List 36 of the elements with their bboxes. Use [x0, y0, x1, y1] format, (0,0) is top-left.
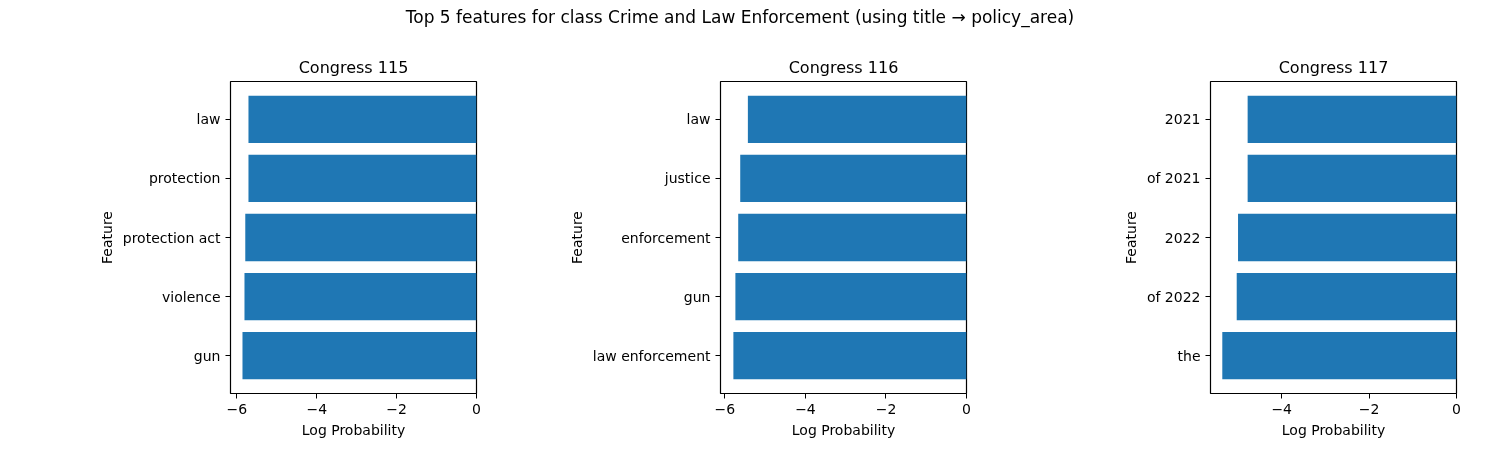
y-axis-title: Feature	[568, 211, 585, 264]
y-tick-label: gun	[683, 288, 711, 305]
x-tick-label: 0	[962, 400, 971, 417]
y-axis-title: Feature	[1122, 211, 1139, 264]
y-axis-title: Feature	[98, 211, 115, 264]
y-tick-label: law	[686, 111, 711, 128]
y-tick-label: law enforcement	[592, 347, 712, 364]
x-tick-label: −6	[226, 400, 248, 417]
x-tick-label: −4	[1271, 400, 1293, 417]
y-tick-label: the	[1177, 347, 1201, 364]
y-tick-label: of 2022	[1146, 288, 1201, 305]
y-tick-label: protection act	[122, 229, 222, 246]
x-axis-title: Log Probability	[791, 421, 896, 438]
x-tick-label: −6	[714, 400, 736, 417]
y-tick-label: violence	[162, 288, 221, 305]
x-tick-label: −2	[1358, 400, 1380, 417]
y-tick-label: of 2021	[1146, 170, 1201, 187]
chart-title: Congress 115	[298, 57, 409, 77]
chart-title: Congress 116	[788, 57, 899, 77]
x-tick-label: 0	[1452, 400, 1461, 417]
y-tick-label: 2022	[1164, 229, 1201, 246]
y-tick-label: enforcement	[621, 229, 712, 246]
x-tick-label: 0	[472, 400, 481, 417]
y-tick-label: law	[196, 111, 221, 128]
x-axis-title: Log Probability	[301, 421, 406, 438]
chart-title: Congress 117	[1278, 57, 1389, 77]
y-tick-label: protection	[148, 170, 221, 187]
y-tick-label: 2021	[1164, 111, 1201, 128]
y-tick-label: justice	[663, 170, 711, 187]
x-tick-label: −4	[795, 400, 816, 417]
x-tick-label: −2	[386, 400, 407, 417]
x-axis-title: Log Probability	[1281, 421, 1386, 438]
text: Top 5 features for class Crime and Law Enforcement (using title → policy_area)	[405, 6, 1075, 30]
y-tick-label: gun	[193, 347, 221, 364]
x-tick-label: −2	[875, 400, 897, 417]
x-tick-label: −4	[306, 400, 328, 417]
